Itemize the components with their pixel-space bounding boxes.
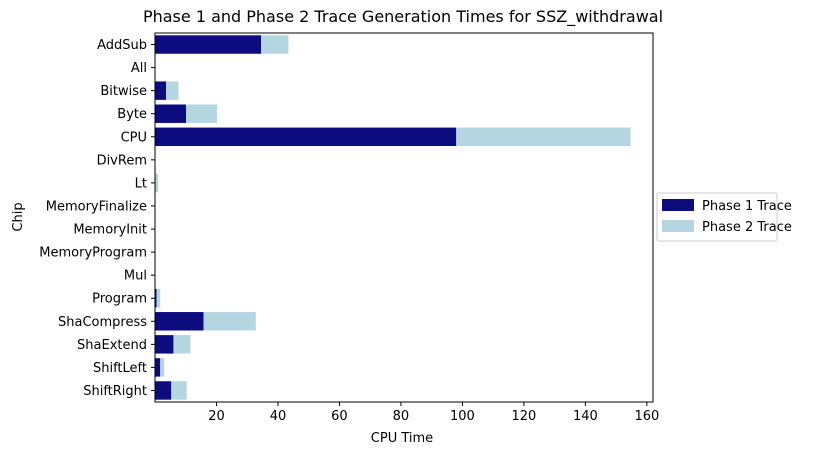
y-tick-label: Byte <box>117 107 147 122</box>
bar-shacompress-phase-1 <box>155 312 204 331</box>
x-tick-label: 20 <box>208 409 225 424</box>
x-tick-label: 160 <box>634 409 659 424</box>
y-tick-label: MemoryProgram <box>39 246 147 261</box>
x-tick-label: 80 <box>393 409 410 424</box>
y-tick-label: DivRem <box>97 153 147 168</box>
legend: Phase 1 Trace Phase 2 Trace <box>656 192 792 242</box>
chart-title: Phase 1 and Phase 2 Trace Generation Tim… <box>143 7 663 27</box>
x-axis-label: CPU Time <box>371 431 433 446</box>
y-tick-label: MemoryFinalize <box>46 199 147 214</box>
bar-addsub-phase-2 <box>261 35 289 54</box>
bar-shaextend-phase-1 <box>155 335 174 354</box>
bar-shiftright-phase-1 <box>155 381 172 400</box>
plot-frame <box>154 32 654 403</box>
bar-addsub-phase-1 <box>155 35 262 54</box>
x-tick-label: 100 <box>450 409 475 424</box>
bar-program-phase-2 <box>156 288 161 308</box>
bar-cpu-phase-2 <box>456 127 631 147</box>
bar-byte-phase-2 <box>186 104 218 123</box>
legend-swatch-phase-2 <box>662 220 694 232</box>
x-tick-label: 40 <box>270 409 287 424</box>
y-axis: AddSub All Bitwise Byte CPU DivRem Lt MemoryFin… <box>39 38 155 399</box>
y-axis-label: Chip <box>11 202 26 231</box>
y-tick-label: All <box>131 61 147 76</box>
legend-label-phase-2: Phase 2 Trace <box>702 220 792 235</box>
bar-shacompress-phase-2 <box>203 312 256 331</box>
x-tick-label: 60 <box>331 409 348 424</box>
y-tick-label: Lt <box>135 176 147 191</box>
y-tick-label: Mul <box>124 269 147 284</box>
bar-bitwise-phase-1 <box>155 81 167 100</box>
bar-shiftleft-phase-1 <box>155 358 161 377</box>
legend-swatch-phase-1 <box>662 199 694 211</box>
y-tick-label: ShiftRight <box>83 384 147 399</box>
x-tick-label: 140 <box>573 409 598 424</box>
y-tick-label: Bitwise <box>100 84 147 99</box>
x-axis: 20 40 60 80 100 120 140 160 <box>208 402 659 424</box>
bar-lt-phase-2 <box>155 173 159 193</box>
bar-cpu-phase-1 <box>155 127 457 147</box>
y-tick-label: ShaExtend <box>77 338 147 353</box>
bar-bitwise-phase-2 <box>166 81 179 100</box>
x-tick-label: 120 <box>511 409 536 424</box>
bar-program-phase-1 <box>155 288 157 308</box>
bar-byte-phase-1 <box>155 104 187 123</box>
y-tick-label: MemoryInit <box>73 223 147 238</box>
y-tick-label: CPU <box>121 130 147 145</box>
bar-shiftleft-phase-2 <box>160 358 165 377</box>
legend-label-phase-1: Phase 1 Trace <box>702 199 792 214</box>
y-tick-label: AddSub <box>97 38 147 53</box>
bar-shaextend-phase-2 <box>173 335 191 354</box>
bars <box>155 35 631 400</box>
y-tick-label: Program <box>92 292 147 307</box>
y-tick-label: ShiftLeft <box>93 361 147 376</box>
y-tick-label: ShaCompress <box>58 315 147 330</box>
bar-shiftright-phase-2 <box>171 381 187 400</box>
